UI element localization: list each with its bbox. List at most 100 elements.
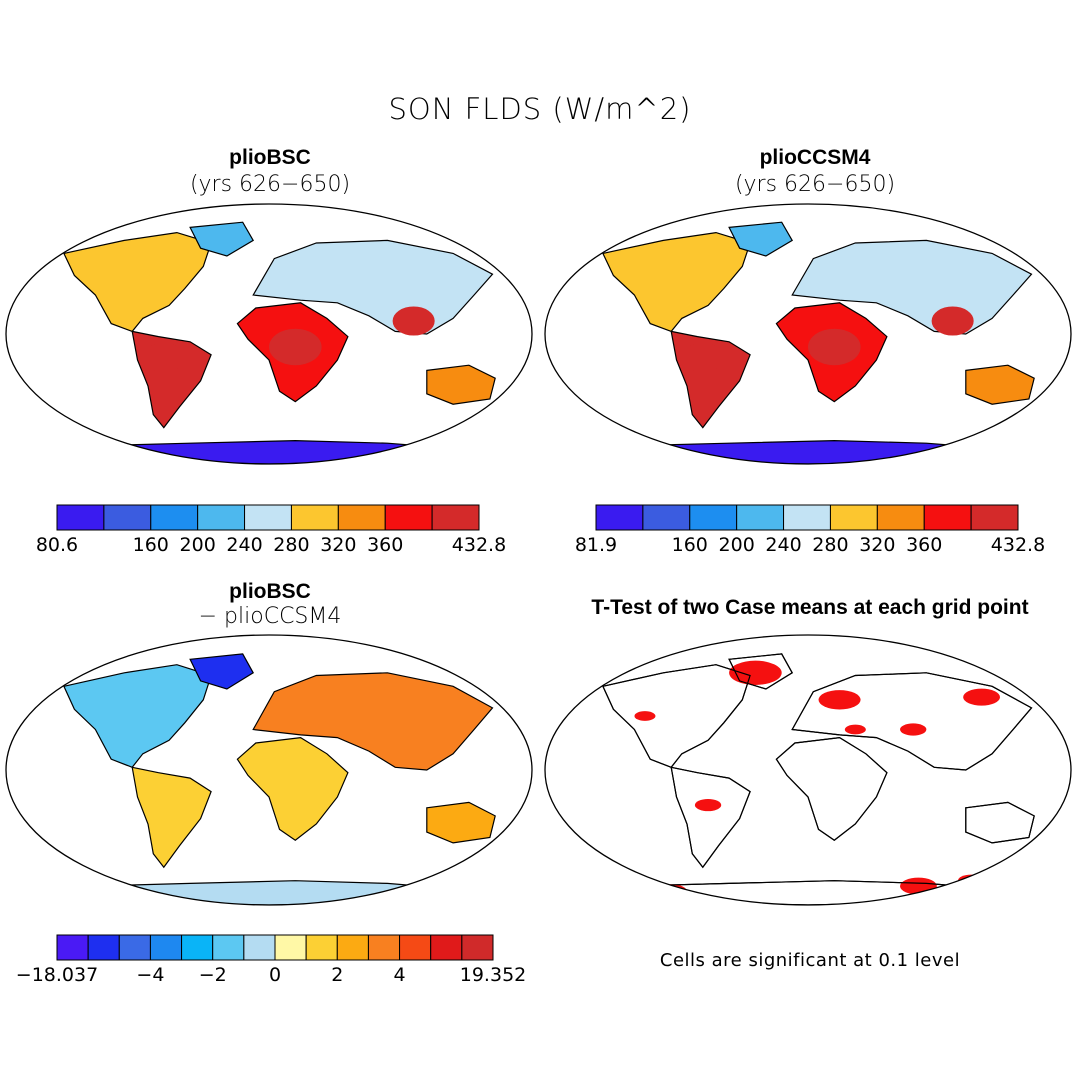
colorbar-swatch	[736, 504, 785, 531]
colorbar-label: 160	[132, 534, 169, 556]
colorbar-swatch	[243, 934, 276, 961]
landmass-australia	[965, 364, 1035, 405]
colorbar-label: 360	[906, 534, 943, 556]
colorbar-swatch	[181, 934, 214, 961]
colorbar-label: 0	[268, 964, 282, 986]
colorbar-swatch	[970, 504, 1019, 531]
colorbar-swatch	[430, 934, 463, 961]
colorbar-pliobsc	[56, 504, 480, 531]
landmass-australia	[426, 801, 496, 844]
warm-region	[269, 328, 322, 366]
landmass-australia	[426, 364, 496, 405]
colorbar-label: 4	[393, 964, 406, 986]
colorbar-swatch	[367, 934, 401, 961]
landmass-africa	[775, 302, 888, 403]
colorbar-swatch	[244, 504, 292, 531]
map-ttest-layer	[544, 634, 1072, 906]
colorbar-label: 200	[718, 534, 755, 556]
landmass-greenland	[728, 653, 794, 690]
colorbar-swatch	[461, 934, 494, 961]
colorbar-swatch	[876, 504, 925, 531]
landmass-southAmerica	[131, 330, 212, 429]
colorbar-swatch	[290, 504, 339, 531]
colorbar-label: 200	[179, 534, 216, 556]
map-plioccsm4-layer	[544, 203, 1072, 465]
colorbar-label: 2	[331, 964, 344, 986]
landmass-southAmerica	[670, 766, 751, 869]
significant-cell	[634, 711, 656, 721]
landmass-northAmerica	[602, 231, 751, 333]
landmass-southAmerica	[670, 330, 751, 429]
panel1-subtitle: (yrs 626−650)	[189, 172, 351, 197]
figure-title: SON FLDS (W/m^2)	[388, 92, 692, 126]
map-outline	[5, 634, 533, 906]
colorbar-swatch	[56, 934, 89, 961]
colorbar-swatch	[118, 934, 151, 961]
colorbar-label: 432.8	[451, 534, 507, 556]
landmass-southAmerica	[131, 766, 212, 869]
landmass-eurasia	[252, 239, 494, 335]
significant-cell	[655, 884, 688, 899]
colorbar-swatch	[103, 504, 152, 531]
significance-note: Cells are significant at 0.1 level	[659, 950, 961, 971]
colorbar-swatch	[829, 504, 878, 531]
colorbar-swatch	[336, 934, 369, 961]
significant-cell	[729, 660, 782, 685]
panel2-subtitle: (yrs 626−650)	[734, 172, 896, 197]
landmass-eurasia	[791, 672, 1033, 771]
panel1-title: plioBSC	[229, 146, 311, 169]
landmass-africa	[236, 736, 349, 841]
warm-region	[931, 306, 974, 336]
colorbar-swatch	[56, 504, 105, 531]
map-outline	[544, 203, 1072, 465]
colorbar-label: 81.9	[574, 534, 618, 556]
landmass-antarctica	[629, 439, 993, 464]
colorbar-label: 240	[765, 534, 802, 556]
map-difference-layer	[5, 634, 533, 906]
landmass-antarctica	[90, 439, 454, 464]
significant-cell	[900, 877, 937, 895]
colorbar-swatch	[337, 504, 386, 531]
landmass-greenland	[189, 653, 255, 690]
panel3-subtitle: − plioCCSM4	[198, 604, 342, 629]
colorbar-swatch	[431, 504, 480, 531]
colorbar-label: 320	[859, 534, 896, 556]
colorbar-label: 19.352	[459, 964, 527, 986]
landmass-northAmerica	[63, 231, 212, 333]
colorbar-label: −4	[136, 964, 165, 986]
colorbar-swatch	[384, 504, 433, 531]
warm-region	[681, 342, 724, 372]
colorbar-swatch	[689, 504, 738, 531]
significant-cell	[963, 688, 1000, 706]
map-outline	[544, 634, 1072, 906]
colorbar-swatch	[150, 504, 199, 531]
colorbar-swatch	[149, 934, 183, 961]
map-outline	[5, 203, 533, 465]
landmass-antarctica	[90, 880, 454, 905]
colorbar-plioccsm4	[595, 504, 1019, 531]
colorbar-swatch	[274, 934, 307, 961]
colorbar-label: 432.8	[990, 534, 1046, 556]
landmass-northAmerica	[602, 664, 751, 769]
warm-region	[808, 328, 861, 366]
landmass-africa	[775, 736, 888, 841]
warm-region	[142, 342, 185, 372]
significant-cell	[957, 874, 985, 887]
significant-cell	[818, 690, 861, 710]
significant-cell	[694, 799, 722, 812]
colorbar-label: 360	[367, 534, 404, 556]
colorbar-label: −2	[198, 964, 227, 986]
colorbar-swatch	[399, 934, 432, 961]
colorbar-swatch	[783, 504, 831, 531]
warm-region	[392, 306, 435, 336]
landmass-eurasia	[791, 239, 1033, 335]
landmass-northAmerica	[63, 664, 212, 769]
colorbar-difference	[56, 934, 494, 961]
landmass-eurasia	[252, 672, 494, 771]
colorbar-swatch	[923, 504, 972, 531]
significant-cell	[844, 724, 866, 735]
significant-cell	[900, 723, 927, 736]
colorbar-label: 240	[226, 534, 263, 556]
colorbar-swatch	[305, 934, 338, 961]
panel3-title: plioBSC	[229, 580, 311, 603]
